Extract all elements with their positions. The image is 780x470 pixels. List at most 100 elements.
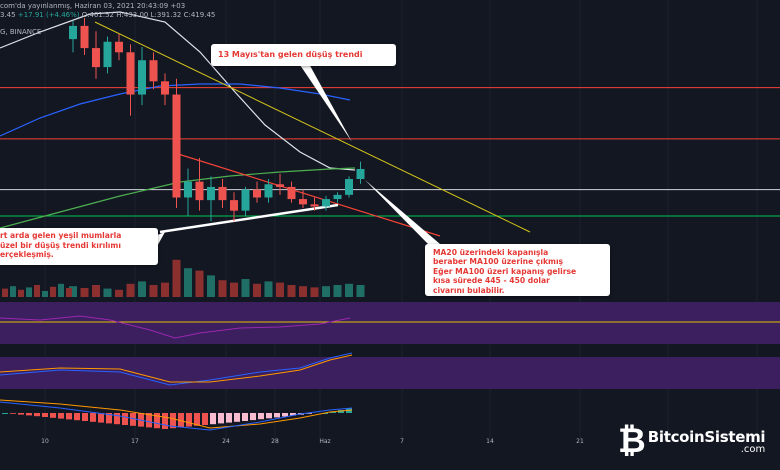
callout-breakout-line3: erçekleşmiş. bbox=[0, 250, 54, 259]
callout-ma-line3: Eğer MA100 üzeri kapanış gelirse bbox=[433, 266, 577, 276]
volume-bar bbox=[161, 282, 169, 297]
breakout-line bbox=[159, 203, 339, 234]
histogram-bar bbox=[74, 413, 80, 421]
header-last: 3.45 bbox=[0, 11, 16, 19]
volume-bar bbox=[287, 285, 296, 297]
histogram-bar bbox=[66, 413, 72, 420]
volume-bar bbox=[276, 282, 284, 297]
pointer-downtrend bbox=[298, 62, 352, 142]
candle-body bbox=[333, 194, 342, 200]
x-tick-label: 28 bbox=[271, 438, 279, 445]
x-tick-label: 14 bbox=[486, 438, 494, 445]
volume-bar bbox=[264, 281, 273, 297]
candle-body bbox=[80, 25, 89, 49]
site-logo: ₿ BitcoinSistemi .com bbox=[618, 421, 766, 461]
x-tick-label: 21 bbox=[576, 438, 584, 445]
histogram-bar bbox=[194, 413, 200, 426]
candle-body bbox=[195, 181, 204, 201]
x-tick-label: 17 bbox=[131, 438, 139, 445]
histogram-bar bbox=[226, 413, 232, 423]
volume-bar bbox=[149, 285, 158, 297]
callout-ma-line4: kısa sürede 445 - 450 dolar bbox=[433, 276, 550, 286]
ma20-line bbox=[0, 11, 356, 171]
candle-body bbox=[92, 48, 100, 68]
header-open: O:401.52 bbox=[81, 11, 115, 19]
histogram-bar bbox=[210, 413, 216, 425]
candle-body bbox=[287, 186, 296, 200]
volume-bar bbox=[218, 280, 227, 297]
volume-bar bbox=[92, 285, 100, 297]
histogram-bar bbox=[34, 413, 40, 417]
candle-body bbox=[264, 184, 273, 198]
bitcoin-logo-icon: ₿ bbox=[618, 421, 646, 461]
volume-bar bbox=[115, 289, 123, 297]
candle-body bbox=[299, 199, 307, 205]
candle-body bbox=[138, 60, 146, 95]
x-tick-label: 7 bbox=[400, 438, 404, 445]
callout-breakout-line2: üzel bir düşüş trendi kırılımı bbox=[0, 240, 121, 250]
logo-name: BitcoinSistemi bbox=[647, 427, 766, 446]
histogram-bar bbox=[290, 413, 296, 416]
red-trendline bbox=[174, 152, 441, 237]
header-ohlc-line: 3.45 +17.91 (+4.46%) O:401.52 H:433.00 L… bbox=[0, 11, 215, 19]
candle-body bbox=[218, 186, 227, 201]
histogram-bar bbox=[306, 413, 312, 414]
candle-body bbox=[310, 204, 319, 207]
indicator-2-line-b bbox=[0, 354, 353, 383]
candle-body bbox=[115, 41, 123, 53]
downtrend-line bbox=[94, 21, 531, 233]
histogram-bar bbox=[282, 413, 288, 417]
volume-bar bbox=[138, 281, 146, 297]
candle-body bbox=[253, 189, 261, 198]
histogram-bar bbox=[50, 413, 56, 418]
candle-body bbox=[345, 179, 353, 195]
histogram-bar bbox=[90, 413, 96, 422]
callout-ma-line1: MA20 üzerindeki kapanışla bbox=[433, 248, 549, 257]
histogram-bar bbox=[330, 411, 336, 413]
volume-bar bbox=[172, 259, 181, 297]
candle-body bbox=[184, 181, 192, 198]
volume-bar bbox=[2, 288, 8, 297]
volume-bar bbox=[207, 275, 215, 297]
volume-bar bbox=[310, 287, 319, 297]
volume-bar bbox=[50, 286, 56, 297]
histogram-bar bbox=[130, 413, 136, 426]
volume-bar bbox=[58, 283, 64, 297]
indicator-1-line bbox=[0, 315, 351, 339]
histogram-bar bbox=[266, 413, 272, 419]
candle-body bbox=[207, 186, 215, 201]
volume-bar bbox=[195, 270, 204, 297]
candle-body bbox=[149, 60, 158, 82]
volume-bar bbox=[18, 289, 24, 297]
histogram-bar bbox=[242, 413, 248, 421]
histogram-bar bbox=[18, 413, 24, 415]
histogram-bar bbox=[178, 413, 184, 428]
macd-line bbox=[0, 401, 353, 431]
logo-suffix: .com bbox=[740, 443, 766, 455]
volume-bar bbox=[69, 286, 77, 297]
ma100-line bbox=[0, 167, 356, 229]
histogram-bar bbox=[218, 413, 224, 424]
header-change: +17.91 (+4.46%) bbox=[17, 11, 80, 19]
histogram-bar bbox=[274, 413, 280, 418]
histogram-bar bbox=[98, 413, 104, 423]
volume-bar bbox=[34, 285, 40, 297]
candle-body bbox=[230, 200, 238, 211]
volume-bar bbox=[42, 291, 48, 297]
histogram-bar bbox=[42, 413, 48, 417]
histogram-bar bbox=[114, 413, 120, 425]
histogram-bar bbox=[258, 413, 264, 420]
callout-breakout: rt arda gelen yeşil mumlarla üzel bir dü… bbox=[0, 228, 158, 265]
histogram-bar bbox=[234, 413, 240, 422]
callout-ma-line5: civarını bulabilir. bbox=[433, 285, 505, 295]
header-low: L:391.32 bbox=[150, 11, 182, 19]
candle-body bbox=[241, 189, 250, 211]
header-high: H:433.00 bbox=[116, 11, 149, 19]
histogram-bar bbox=[58, 413, 64, 419]
volume-bar bbox=[230, 282, 238, 297]
volume-bar bbox=[10, 286, 16, 297]
volume-bar bbox=[103, 288, 112, 297]
candle-body bbox=[126, 52, 135, 95]
